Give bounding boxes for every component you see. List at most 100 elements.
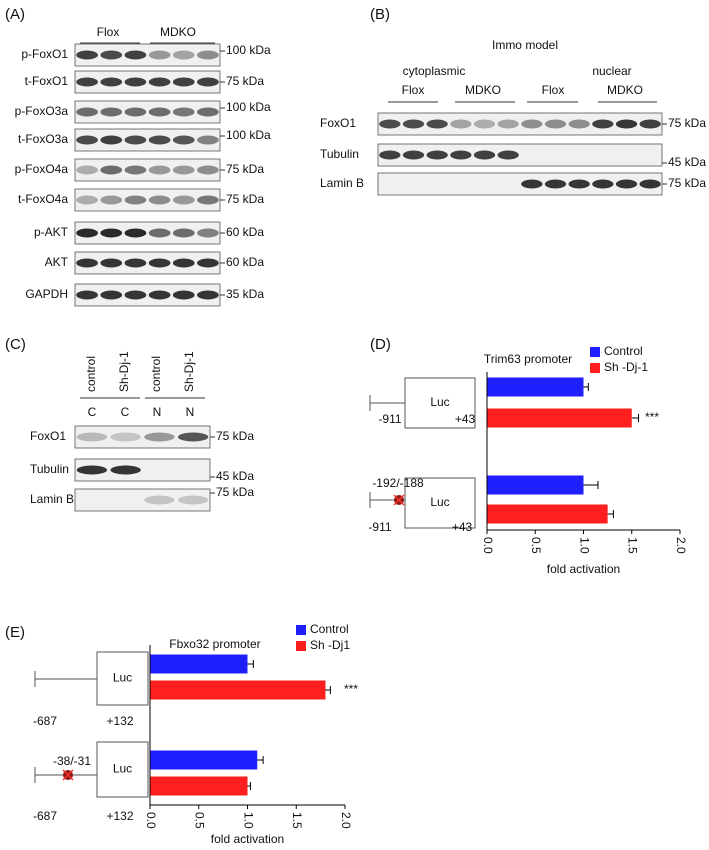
label: (D) <box>370 336 391 353</box>
label: 75 kDa <box>226 162 264 176</box>
band <box>592 179 614 189</box>
label: (B) <box>370 6 390 23</box>
bar <box>487 504 608 524</box>
band <box>450 119 472 129</box>
label: N <box>186 405 195 419</box>
label: t-FoxO4a <box>18 192 68 206</box>
label: 1.0 <box>577 537 591 554</box>
band <box>521 179 543 189</box>
band <box>197 258 219 268</box>
label: +132 <box>106 809 133 823</box>
band <box>110 465 141 475</box>
label: Sh-Dj-1 <box>117 351 131 392</box>
label: Control <box>310 622 349 636</box>
band <box>172 50 195 60</box>
legend-swatch <box>590 347 600 357</box>
label: Tubulin <box>320 147 359 161</box>
band <box>144 432 175 442</box>
label: p-FoxO1 <box>21 47 68 61</box>
band <box>100 228 123 238</box>
label: 100 kDa <box>226 43 271 57</box>
band <box>76 432 108 442</box>
band <box>124 135 147 145</box>
band <box>148 258 171 268</box>
band <box>76 77 98 87</box>
label: 60 kDa <box>226 225 264 239</box>
band <box>148 195 171 205</box>
label: FoxO1 <box>320 116 356 130</box>
band <box>76 258 98 268</box>
label: 1.5 <box>290 812 304 829</box>
luc-box <box>96 651 149 706</box>
label: 0.0 <box>144 812 158 829</box>
band <box>197 228 219 238</box>
band <box>568 179 590 189</box>
band <box>148 107 171 117</box>
label: 75 kDa <box>668 116 706 130</box>
label: +43 <box>452 520 473 534</box>
band <box>568 119 590 129</box>
error-bar <box>607 510 614 518</box>
error-bar <box>583 383 589 391</box>
band <box>124 228 147 238</box>
label: +132 <box>106 714 133 728</box>
band <box>402 150 425 160</box>
band <box>76 135 98 145</box>
label: 45 kDa <box>216 469 254 483</box>
label: C <box>121 405 130 419</box>
label: Sh-Dj-1 <box>182 351 196 392</box>
bar <box>487 377 584 397</box>
legend-swatch <box>296 625 306 635</box>
band <box>124 77 147 87</box>
label: Flox <box>97 25 120 39</box>
label: -911 <box>378 412 401 426</box>
label: control <box>149 356 163 392</box>
label: 75 kDa <box>216 429 254 443</box>
band <box>172 290 195 300</box>
blot <box>377 143 663 167</box>
band <box>100 258 123 268</box>
label: p-FoxO4a <box>15 162 69 176</box>
blot <box>74 458 211 482</box>
error-bar <box>247 660 254 668</box>
mutation-x <box>393 494 405 506</box>
band <box>177 495 209 505</box>
blot <box>74 43 221 67</box>
band <box>521 119 543 129</box>
label: Flox <box>402 83 425 97</box>
band <box>172 228 195 238</box>
bar <box>150 654 248 674</box>
band <box>426 119 448 129</box>
band <box>473 150 496 160</box>
band <box>148 290 171 300</box>
label: p-AKT <box>34 225 69 239</box>
bar <box>150 776 248 796</box>
label: cytoplasmic <box>403 64 466 78</box>
band <box>544 179 567 189</box>
band <box>76 107 98 117</box>
band <box>197 77 219 87</box>
label: Lamin B <box>320 176 364 190</box>
band <box>100 165 123 175</box>
band <box>100 290 123 300</box>
legend-swatch <box>590 363 600 373</box>
band <box>615 119 638 129</box>
band <box>177 432 209 442</box>
band <box>148 50 171 60</box>
label: 1.0 <box>241 812 255 829</box>
label: MDKO <box>465 83 501 97</box>
label: -38/-31 <box>53 754 91 768</box>
band <box>544 119 567 129</box>
label: 0.5 <box>529 537 543 554</box>
band <box>76 228 98 238</box>
label: 0.5 <box>193 812 207 829</box>
label: p-FoxO3a <box>15 104 69 118</box>
band <box>450 150 472 160</box>
luc-box <box>404 377 476 429</box>
band <box>197 165 219 175</box>
band <box>148 165 171 175</box>
band <box>100 77 123 87</box>
band <box>473 119 496 129</box>
band <box>197 50 219 60</box>
label: -192/-188 <box>372 476 424 490</box>
